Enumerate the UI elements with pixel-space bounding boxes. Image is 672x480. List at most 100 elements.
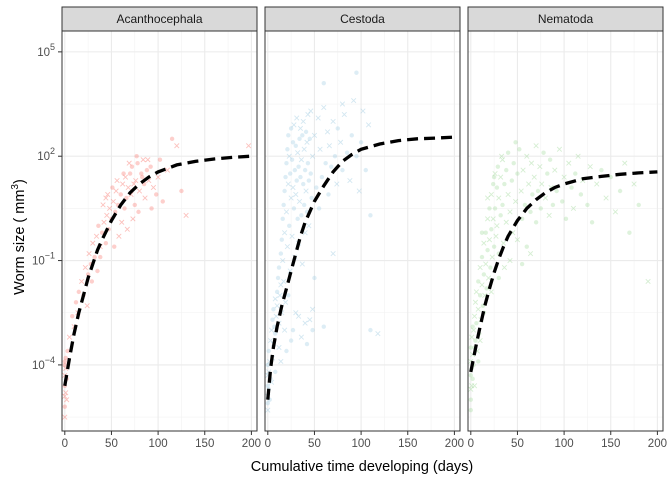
data-point [358, 140, 364, 145]
data-point [273, 369, 278, 375]
data-point [303, 129, 309, 135]
data-point [281, 327, 288, 333]
data-point [134, 154, 139, 159]
data-point [103, 240, 109, 246]
data-point [617, 188, 623, 194]
data-point [306, 223, 312, 229]
data-point [486, 237, 493, 243]
data-point [135, 160, 140, 166]
facet-label-cestoda: Cestoda [340, 12, 385, 26]
data-point [299, 213, 304, 218]
data-point [561, 174, 567, 180]
y-tick-base: 10 [32, 256, 45, 268]
data-point [129, 164, 135, 169]
fit-line-cestoda [266, 135, 455, 400]
data-point [560, 199, 565, 204]
data-point [148, 164, 153, 169]
data-point [499, 157, 506, 163]
data-point [475, 306, 481, 312]
gridlines [468, 31, 663, 431]
data-point [273, 331, 278, 336]
data-point [470, 327, 477, 333]
data-point [125, 184, 131, 191]
data-point [245, 143, 252, 149]
plot-background [265, 31, 460, 431]
data-point [603, 195, 609, 201]
data-point [286, 293, 291, 298]
data-point [504, 167, 509, 173]
data-point [481, 272, 487, 277]
data-point [354, 154, 359, 159]
data-point [556, 146, 563, 152]
x-axis-cestoda: 0 50 100 150 200 [265, 431, 464, 450]
data-point [299, 261, 305, 267]
data-point [498, 153, 505, 159]
data-point [476, 359, 481, 364]
data-point [265, 400, 270, 406]
panel-border [264, 30, 461, 432]
data-point [512, 198, 519, 205]
data-point [341, 111, 347, 118]
data-point [344, 150, 350, 155]
data-point [84, 303, 90, 309]
data-point [305, 160, 311, 166]
data-point [518, 188, 524, 194]
facet-label-nematoda: Nematoda [538, 12, 594, 26]
data-point [106, 205, 113, 212]
data-point [473, 338, 478, 343]
x-axes: 0 50 100 150 200 0 50 100 150 200 0 50 100 150 200 [62, 431, 667, 450]
y-axis-title-superscript: 3 [10, 184, 21, 190]
data-point [520, 167, 526, 173]
data-point [309, 195, 314, 201]
data-point [310, 327, 315, 333]
data-point [268, 327, 275, 333]
data-point [473, 289, 480, 295]
data-point [265, 362, 270, 368]
y-tick-exponent: −4 [45, 355, 55, 365]
data-point [100, 202, 106, 208]
data-point [470, 376, 475, 382]
data-point [266, 348, 271, 354]
data-point [546, 212, 552, 218]
points-nematoda [468, 140, 651, 413]
data-point [487, 206, 492, 211]
data-point [118, 192, 123, 197]
y-tick-exponent: 2 [50, 146, 55, 156]
data-point [116, 233, 122, 239]
data-point [492, 206, 498, 211]
data-point [136, 209, 141, 215]
x-axis-title: Cumulative time developing (days) [251, 459, 473, 475]
data-point [312, 275, 317, 281]
data-point [485, 275, 492, 281]
data-point [293, 310, 299, 316]
data-point [278, 282, 284, 288]
data-point [270, 317, 275, 322]
data-point [93, 233, 100, 239]
data-point [554, 188, 559, 194]
data-point [307, 317, 313, 323]
data-point [296, 198, 303, 205]
data-point [488, 191, 494, 198]
data-point [311, 132, 318, 138]
data-point [509, 178, 515, 183]
data-point [517, 147, 522, 152]
data-point [563, 216, 569, 222]
data-point [316, 206, 322, 211]
data-point [335, 126, 340, 131]
data-point [305, 111, 311, 118]
data-point [293, 191, 299, 198]
data-point [290, 140, 296, 145]
points-cestoda [265, 70, 381, 413]
panel-cestoda: Cestoda [264, 6, 461, 432]
data-point [139, 171, 144, 176]
data-point [275, 275, 281, 281]
data-point [140, 157, 146, 163]
data-point [337, 139, 344, 145]
data-point [105, 191, 111, 198]
fit-line-acanthocephala [63, 154, 252, 387]
data-point [136, 188, 143, 194]
data-point [578, 192, 584, 197]
data-point [292, 167, 298, 173]
data-point [283, 174, 288, 180]
